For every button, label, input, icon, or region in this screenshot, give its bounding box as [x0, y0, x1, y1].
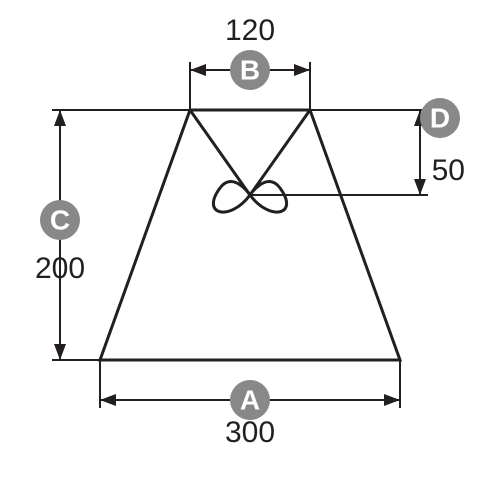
- dim-d-value: 50: [432, 154, 465, 187]
- dim-c-letter: C: [50, 205, 70, 236]
- dim-c-value: 200: [35, 252, 85, 285]
- dim-c-arrow-top: [54, 110, 66, 126]
- dim-b-value: 120: [225, 14, 275, 47]
- dim-a-value: 300: [225, 416, 275, 449]
- inner-v-right: [250, 110, 310, 195]
- dim-b-arrow-right: [294, 64, 310, 76]
- dim-a-arrow-left: [100, 394, 116, 406]
- dim-b-letter: B: [240, 55, 260, 86]
- dimension-diagram: A 300 B 120 C 200 D 50: [0, 0, 500, 500]
- dim-d-letter: D: [430, 103, 450, 134]
- inner-v-left: [190, 110, 250, 195]
- trapezoid-body: [100, 110, 400, 360]
- dim-b-arrow-left: [190, 64, 206, 76]
- dim-a-arrow-right: [384, 394, 400, 406]
- dim-c-arrow-bot: [54, 344, 66, 360]
- dim-d-arrow-bot: [414, 179, 426, 195]
- dim-a-letter: A: [240, 385, 260, 416]
